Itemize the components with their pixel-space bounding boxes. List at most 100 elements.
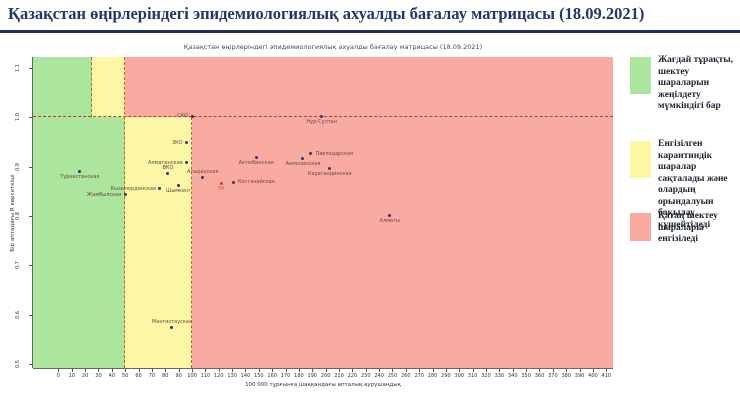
page-header: Қазақстан өңірлеріндегі эпидемиологиялық…: [0, 0, 740, 33]
x-tick: [85, 369, 87, 372]
green-zone-swatch: [630, 57, 651, 94]
x-tick-label: 220: [347, 373, 358, 379]
y-tick: [29, 215, 32, 217]
x-tick: [125, 369, 127, 372]
x-tick-label: 310: [467, 373, 478, 379]
x-tick-label: 170: [280, 373, 291, 379]
zone-rect: [125, 117, 193, 368]
threshold-line: [191, 117, 193, 368]
x-tick: [472, 369, 474, 372]
y-tick: [29, 314, 32, 316]
data-point: [185, 161, 189, 165]
x-tick: [526, 369, 528, 372]
x-tick: [486, 369, 488, 372]
x-tick-label: 110: [200, 373, 211, 379]
x-tick-label: 70: [148, 373, 156, 379]
x-tick-label: 10: [68, 373, 75, 379]
threshold-line: [33, 116, 613, 118]
data-point: [170, 326, 174, 330]
point-label: ЗКО: [171, 139, 183, 146]
x-tick: [539, 369, 541, 372]
data-point: [309, 152, 313, 156]
x-tick: [312, 369, 314, 372]
y-tick-label: 1.1: [15, 63, 21, 72]
x-tick-label: 390: [574, 373, 585, 379]
zone-rect: [91, 57, 126, 118]
x-tick: [459, 369, 461, 372]
data-point: [201, 175, 205, 179]
x-tick: [392, 369, 394, 372]
x-tick-label: 150: [254, 373, 264, 379]
x-tick-label: 130: [227, 373, 237, 379]
data-point: [254, 156, 258, 160]
x-tick: [579, 369, 581, 372]
legend-item-label: Жағдай тұрақты, шектеу шараларын жеңілде…: [658, 55, 734, 111]
x-tick: [339, 369, 341, 372]
zone-rect: [192, 117, 613, 368]
data-point: [177, 183, 181, 187]
x-tick: [138, 369, 140, 372]
data-point: [190, 114, 194, 118]
point-label: Павлодарская: [315, 150, 354, 157]
x-tick-label: 40: [108, 373, 116, 379]
x-tick-label: 260: [401, 373, 411, 379]
x-tick: [232, 369, 234, 372]
data-point: [166, 172, 170, 175]
point-label: Жамбылская: [86, 191, 122, 198]
point-label: Шымкент: [165, 187, 192, 194]
y-tick-label: 0.7: [15, 261, 21, 270]
x-tick-label: 50: [122, 373, 129, 379]
x-tick-label: 100: [187, 373, 197, 379]
x-tick-label: 210: [334, 373, 344, 379]
data-point: [185, 141, 189, 145]
point-label: Нұр-Сұлтан: [306, 118, 337, 125]
x-tick-label: 90: [175, 373, 182, 379]
legend: Жағдай тұрақты, шектеу шараларын жеңілде…: [628, 55, 738, 365]
x-tick: [325, 369, 327, 372]
y-tick-label: 0.8: [15, 211, 21, 220]
x-axis-line: [33, 368, 613, 369]
point-label: Атырауская: [187, 168, 219, 175]
x-tick: [58, 369, 60, 372]
x-tick: [192, 369, 194, 372]
point-label: Акмолинская: [285, 161, 321, 168]
x-tick: [499, 369, 501, 372]
x-tick-label: 330: [494, 373, 505, 379]
y-tick-label: 0.9: [15, 162, 21, 171]
point-label: Карагандинская: [307, 171, 352, 178]
x-tick: [432, 369, 434, 372]
data-point: [388, 214, 392, 218]
x-tick: [218, 369, 220, 372]
x-tick-label: 270: [414, 373, 424, 379]
x-tick: [365, 369, 367, 372]
x-tick: [151, 369, 153, 372]
x-tick-label: 0: [56, 373, 60, 379]
y-tick: [29, 265, 32, 267]
x-tick-label: 360: [534, 373, 545, 379]
x-tick: [98, 369, 100, 372]
x-tick-label: 320: [481, 373, 491, 379]
x-tick-label: 20: [81, 373, 89, 379]
x-tick-label: 190: [307, 373, 318, 379]
x-tick: [512, 369, 514, 372]
x-tick-label: 120: [213, 373, 224, 379]
y-tick: [29, 67, 32, 69]
data-point: [158, 187, 162, 191]
x-tick: [606, 369, 608, 372]
data-point: [231, 180, 235, 184]
x-tick-label: 250: [387, 373, 398, 379]
y-tick: [29, 117, 32, 119]
legend-item-label: Енгізілген карантиндік шаралар сақталады…: [658, 139, 728, 230]
x-tick: [379, 369, 381, 372]
data-point: [78, 170, 82, 174]
chart-title: Қазақстан өңірлеріндегі эпидемиологиялық…: [183, 43, 483, 51]
point-label: РК: [218, 185, 225, 192]
y-axis-line: [32, 57, 33, 368]
x-tick-label: 380: [561, 373, 571, 379]
threshold-line: [90, 57, 92, 118]
x-tick-label: 30: [95, 373, 102, 379]
x-tick-label: 80: [162, 373, 169, 379]
x-tick-label: 180: [294, 373, 304, 379]
x-tick: [178, 369, 180, 372]
page-title: Қазақстан өңірлеріндегі эпидемиологиялық…: [8, 4, 645, 23]
